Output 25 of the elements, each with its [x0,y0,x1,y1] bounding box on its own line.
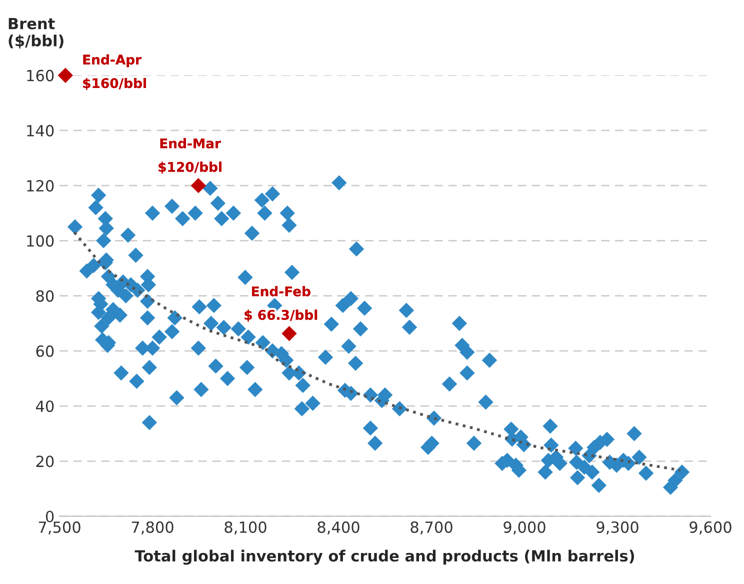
y-tick-label: 0 [46,510,54,522]
x-tick-label: 8,100 [224,521,266,534]
x-tick-label: 9,300 [596,521,638,534]
x-tick-label: 7,500 [38,521,80,534]
y-tick-label: 20 [36,456,54,468]
annotation: End-Apr $160/bbl [83,54,146,90]
y-tick-label: 140 [27,124,54,136]
y-tick-label: 40 [36,400,54,412]
y-tick-label: 80 [36,290,54,302]
x-tick-label: 9,600 [690,521,732,534]
point [190,178,206,194]
x-tick-label: 8,400 [318,521,360,534]
point [58,68,74,83]
y-axis-title: Brent ($/bbl) [8,18,64,48]
annotation: End-Mar $120/bbl [158,138,222,174]
x-tick-label: 7,800 [132,521,174,534]
y-tick-label: 100 [27,235,54,247]
x-tick-label: 9,000 [504,521,546,534]
annotation: End-Feb $ 66.3/bbl [244,286,318,322]
y-tick-label: 60 [36,345,54,357]
x-axis-title: Total global inventory of crude and products (Mln barrels) [134,550,634,565]
point [282,326,297,342]
y-tick-label: 120 [27,180,54,192]
y-tick-label: 160 [27,70,54,82]
x-tick-label: 8,700 [410,521,452,534]
